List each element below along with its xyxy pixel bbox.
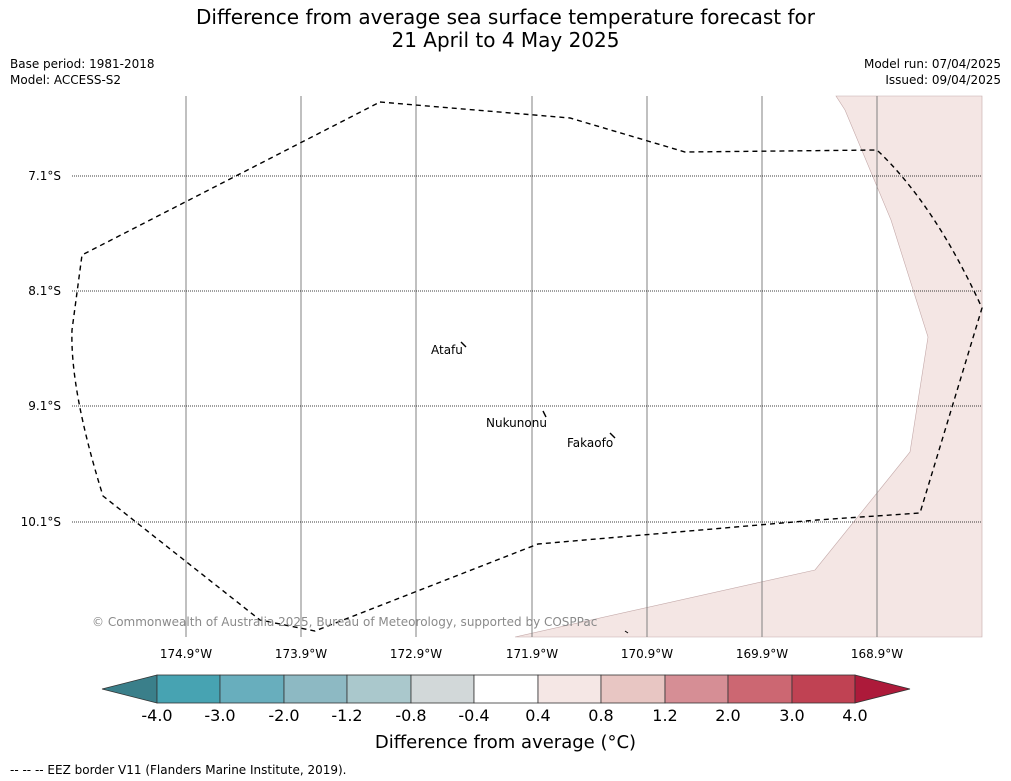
meridian-lines <box>185 96 878 637</box>
colorbar-bin-2 <box>219 674 285 704</box>
colorbar-extend-low <box>101 674 158 704</box>
colorbar <box>101 674 911 704</box>
small-island <box>624 630 629 634</box>
base-period: Base period: 1981-2018 <box>10 57 155 71</box>
lon-label-173-9: 173.9°W <box>274 647 328 661</box>
colorbar-tick-7: 0.4 <box>525 706 551 725</box>
colorbar-title: Difference from average (°C) <box>374 732 637 753</box>
colorbar-tick-2: -3.0 <box>204 706 236 725</box>
atafu-outline <box>460 341 467 348</box>
colorbar-bin-5 <box>410 674 475 704</box>
issued-date: Issued: 09/04/2025 <box>885 73 1001 87</box>
lon-label-169-9: 169.9°W <box>735 647 789 661</box>
copyright-notice: © Commonwealth of Australia 2025, Bureau… <box>92 615 597 629</box>
colorbar-bin-8 <box>600 674 666 704</box>
lat-label-8-1: 8.1°S <box>28 284 61 298</box>
model-run: Model run: 07/04/2025 <box>863 57 1001 71</box>
parallel-lines <box>72 175 982 523</box>
lon-label-174-9: 174.9°W <box>159 647 213 661</box>
place-fakaofo: Fakaofo <box>567 436 613 450</box>
fakaofo-outline <box>609 432 616 439</box>
lat-label-10-1: 10.1°S <box>20 515 61 529</box>
nukunonu-outline <box>542 410 547 418</box>
place-nukunonu: Nukunonu <box>486 416 547 430</box>
colorbar-bin-11 <box>791 674 856 704</box>
lat-label-7-1: 7.1°S <box>28 169 61 183</box>
place-atafu: Atafu <box>431 343 463 357</box>
colorbar-tick-8: 0.8 <box>588 706 614 725</box>
chart-title: Difference from average sea surface temp… <box>0 6 1011 52</box>
lat-label-9-1: 9.1°S <box>28 399 61 413</box>
lon-label-168-9: 168.9°W <box>850 647 904 661</box>
lon-label-170-9: 170.9°W <box>620 647 674 661</box>
colorbar-tick-11: 3.0 <box>779 706 805 725</box>
colorbar-tick-12: 4.0 <box>842 706 868 725</box>
colorbar-bin-6 <box>473 674 539 704</box>
colorbar-bin-9 <box>664 674 729 704</box>
model-name: Model: ACCESS-S2 <box>10 73 122 87</box>
colorbar-bin-10 <box>727 674 793 704</box>
colorbar-tick-3: -2.0 <box>268 706 300 725</box>
colorbar-tick-4: -1.2 <box>331 706 363 725</box>
colorbar-tick-10: 2.0 <box>715 706 741 725</box>
colorbar-tick-1: -4.0 <box>141 706 173 725</box>
lon-label-171-9: 171.9°W <box>505 647 559 661</box>
title-line-2: 21 April to 4 May 2025 <box>391 28 620 52</box>
colorbar-extend-high <box>854 674 911 704</box>
colorbar-tick-5: -0.8 <box>395 706 427 725</box>
meta-left: Base period: 1981-2018 Model: ACCESS-S2 <box>10 56 155 88</box>
eez-legend: -- -- -- EEZ border V11 (Flanders Marine… <box>10 763 347 777</box>
colorbar-bin-1 <box>156 674 221 704</box>
meta-right: Model run: 07/04/2025 Issued: 09/04/2025 <box>864 56 1001 88</box>
colorbar-bin-3 <box>283 674 348 704</box>
anomaly-region-east <box>514 95 983 638</box>
eez-border <box>71 101 983 632</box>
title-line-1: Difference from average sea surface temp… <box>195 5 815 29</box>
colorbar-tick-9: 1.2 <box>652 706 678 725</box>
colorbar-tick-6: -0.4 <box>458 706 490 725</box>
colorbar-bin-7 <box>537 674 602 704</box>
colorbar-bin-4 <box>346 674 412 704</box>
lon-label-172-9: 172.9°W <box>389 647 443 661</box>
